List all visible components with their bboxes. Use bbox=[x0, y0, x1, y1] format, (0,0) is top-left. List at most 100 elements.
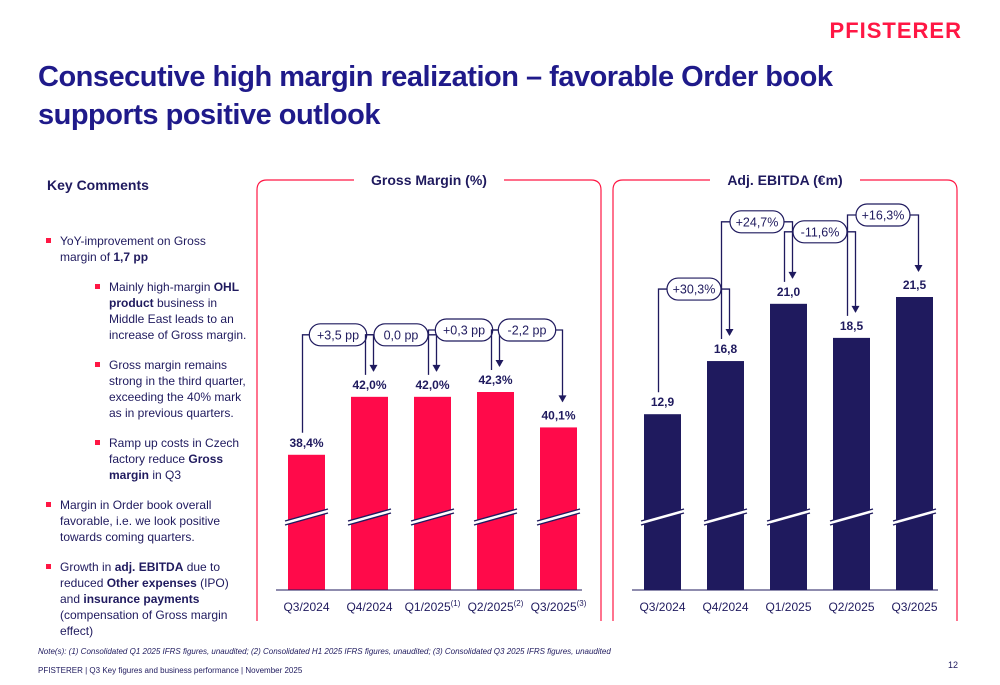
tick-label: Q3/2024 bbox=[283, 600, 329, 614]
page-title: Consecutive high margin realization – fa… bbox=[38, 61, 833, 131]
page-number: 12 bbox=[947, 660, 958, 670]
bar bbox=[896, 297, 933, 590]
comment-bullet: YoY-improvement on Gross margin of 1,7 p… bbox=[46, 233, 241, 265]
arrow-head bbox=[788, 271, 797, 279]
tick-label-text: Q2/2025 bbox=[828, 600, 874, 614]
bar bbox=[477, 392, 514, 590]
axis-break-line bbox=[829, 508, 874, 522]
axis-break-line bbox=[410, 508, 455, 522]
axis-break bbox=[641, 509, 684, 525]
axis-break-line bbox=[766, 508, 811, 522]
bullet-text: insurance payments bbox=[83, 592, 200, 606]
axis-break-line bbox=[703, 508, 748, 522]
change-label: +30,3% bbox=[673, 283, 716, 297]
axis-break-line bbox=[892, 508, 937, 522]
tick-label: Q3/2025(3) bbox=[531, 599, 587, 614]
bullet-text: OHL product bbox=[109, 280, 239, 310]
tick-label-text: Q4/2024 bbox=[346, 600, 392, 614]
axis-break bbox=[348, 509, 391, 525]
tick-superscript: (2) bbox=[514, 599, 524, 608]
chart-title: Adj. EBITDA (€m) bbox=[727, 172, 842, 188]
arrow-head bbox=[914, 265, 923, 272]
axis-break-line bbox=[347, 512, 392, 526]
tick-label: Q3/2025 bbox=[891, 600, 937, 614]
axis-break bbox=[537, 509, 580, 525]
bullet-text: (compensation of Gross margin effect) bbox=[60, 608, 228, 638]
arrow-head bbox=[432, 364, 441, 372]
bullet-text: Other expenses bbox=[106, 576, 197, 590]
tick-label: Q2/2025(2) bbox=[468, 599, 524, 614]
arrow-head bbox=[369, 364, 378, 372]
axis-break bbox=[893, 509, 936, 525]
axis-break-line bbox=[284, 508, 329, 522]
bullet-text: Mainly high-margin bbox=[109, 280, 214, 294]
comment-bullet: Growth in adj. EBITDA due to reduced Oth… bbox=[46, 559, 241, 639]
bar bbox=[351, 396, 388, 590]
bullet-text: adj. EBITDA bbox=[114, 560, 184, 574]
bullet-text: Gross margin remains strong in the third… bbox=[109, 358, 246, 420]
tick-label: Q1/2025 bbox=[765, 600, 811, 614]
tick-superscript: (1) bbox=[451, 599, 461, 608]
change-badge bbox=[855, 203, 911, 227]
tick-label-text: Q3/2025 bbox=[531, 600, 577, 614]
axis-break bbox=[474, 509, 517, 525]
change-label: +24,7% bbox=[736, 215, 779, 229]
tick-label-text: Q2/2025 bbox=[468, 600, 514, 614]
arrow-head bbox=[725, 329, 734, 337]
bar bbox=[770, 303, 807, 590]
axis-break-line bbox=[536, 508, 581, 522]
bar bbox=[644, 414, 681, 590]
bar bbox=[414, 396, 451, 590]
tick-label: Q1/2025(1) bbox=[405, 599, 461, 614]
bar bbox=[540, 427, 577, 590]
axis-break-line bbox=[640, 508, 685, 522]
tick-label-text: Q3/2024 bbox=[639, 600, 685, 614]
tick-label: Q2/2025 bbox=[828, 600, 874, 614]
key-comments-list: YoY-improvement on Gross margin of 1,7 p… bbox=[46, 233, 246, 653]
bullet-text: YoY-improvement on Gross margin of bbox=[60, 234, 206, 264]
axis-break bbox=[767, 509, 810, 525]
data-label: 40,1% bbox=[541, 408, 575, 422]
tick-label: Q3/2024 bbox=[639, 600, 685, 614]
bar bbox=[707, 361, 744, 590]
gross-margin-chart: Gross Margin (%) 38,4% Q3/2024 42,0% Q4/2024… bbox=[256, 172, 602, 621]
arrow-head bbox=[851, 305, 860, 313]
chart-title: Gross Margin (%) bbox=[371, 172, 487, 188]
tick-label-text: Q1/2025 bbox=[405, 600, 451, 614]
data-label: 42,0% bbox=[352, 378, 386, 392]
axis-break-line bbox=[892, 512, 937, 526]
axis-break bbox=[704, 509, 747, 525]
tick-label: Q4/2024 bbox=[702, 600, 748, 614]
tick-label-text: Q1/2025 bbox=[765, 600, 811, 614]
data-label: 21,5 bbox=[903, 278, 927, 292]
change-label: 0,0 pp bbox=[384, 328, 419, 342]
panel-frame bbox=[612, 179, 958, 621]
axis-break-line bbox=[473, 508, 518, 522]
axis-break-line bbox=[766, 512, 811, 526]
comment-bullet: Mainly high-margin OHL product business … bbox=[95, 279, 249, 343]
change-label: -11,6% bbox=[801, 225, 840, 239]
data-label: 21,0 bbox=[777, 285, 801, 299]
arrow-head bbox=[495, 360, 504, 367]
tick-label: Q4/2024 bbox=[346, 600, 392, 614]
axis-break-line bbox=[284, 512, 329, 526]
footer-text: PFISTERER | Q3 Key figures and business … bbox=[38, 666, 303, 675]
bullet-text: in Q3 bbox=[149, 468, 182, 482]
axis-break-line bbox=[703, 512, 748, 526]
axis-break-line bbox=[473, 512, 518, 526]
data-label: 16,8 bbox=[714, 342, 738, 356]
tick-label-text: Q3/2025 bbox=[891, 600, 937, 614]
bullet-text: (IPO) and bbox=[60, 576, 229, 606]
data-label: 42,0% bbox=[415, 378, 449, 392]
tick-label-text: Q3/2024 bbox=[283, 600, 329, 614]
comment-bullet: Gross margin remains strong in the third… bbox=[95, 357, 249, 421]
bullet-text: Ramp up costs in Czech factory reduce bbox=[109, 436, 240, 466]
key-comments-title: Key Comments bbox=[47, 177, 149, 193]
bullet-text: Growth in bbox=[60, 560, 115, 574]
axis-break bbox=[285, 509, 328, 525]
axis-break-line bbox=[536, 512, 581, 526]
tick-superscript: (3) bbox=[577, 599, 587, 608]
bullet-text: due to reduced bbox=[60, 560, 221, 590]
data-label: 18,5 bbox=[840, 319, 864, 333]
change-label: -2,2 pp bbox=[508, 324, 547, 338]
